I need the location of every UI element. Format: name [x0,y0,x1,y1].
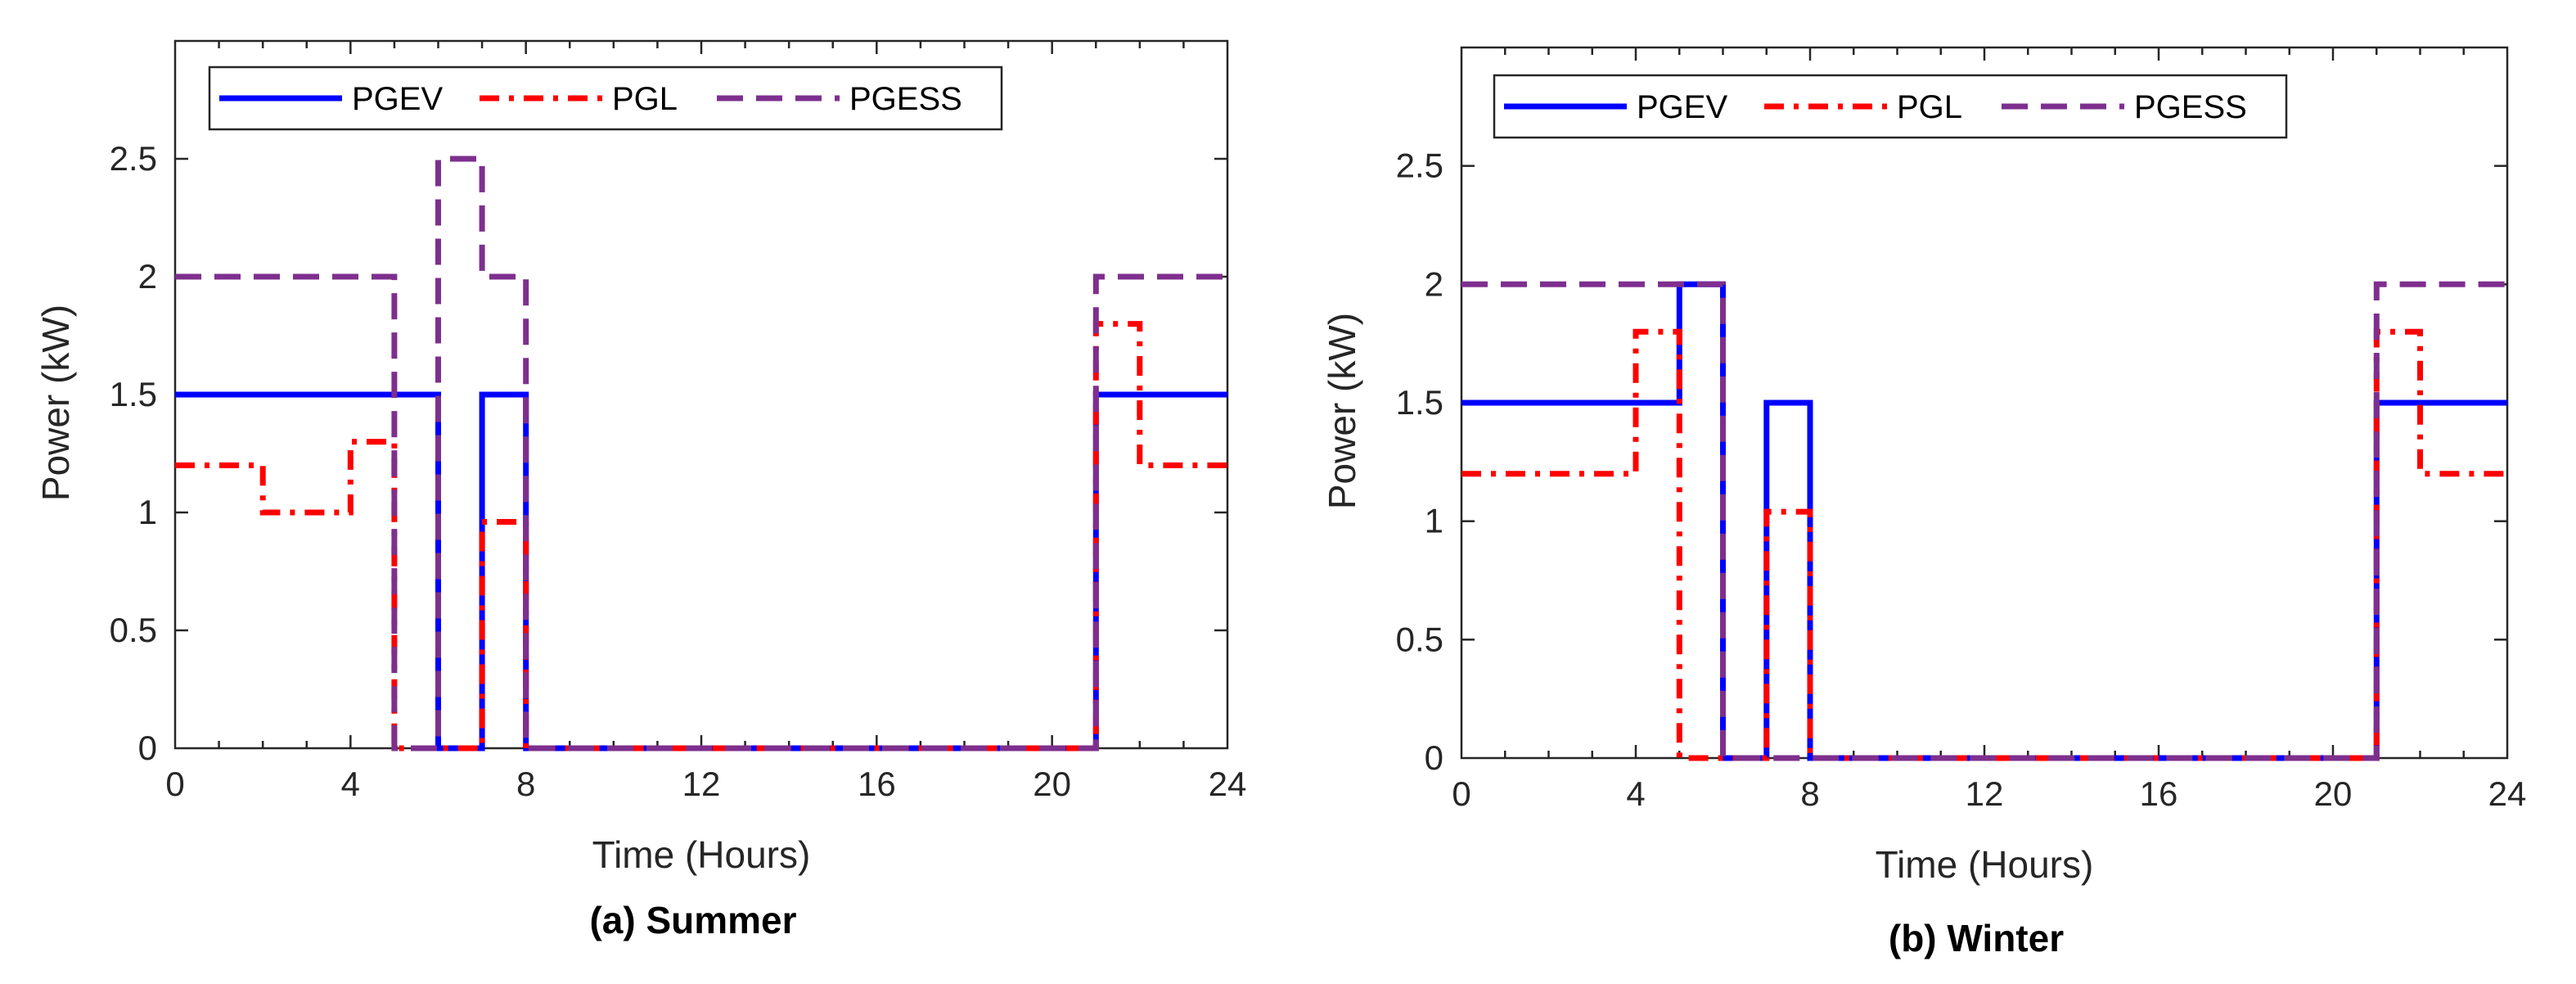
legend: PGEV PGL PGESS [1493,74,2288,139]
x-tick-label: 12 [682,765,721,803]
x-axis-title: Time (Hours) [1876,843,2094,886]
y-tick-label: 1.5 [110,375,157,413]
legend-label-pgess: PGESS [849,81,962,117]
y-tick-label: 2.5 [1396,147,1443,185]
panel-caption: (b) Winter [1889,917,2064,959]
y-tick-label: 0 [138,729,157,767]
legend-label-pgev: PGEV [352,81,443,117]
chart-panel-winter: 0 4 8 12 16 20 24 0 0.5 1 1.5 2 2.5 Time (Hours) Power… [1321,46,2527,959]
legend-label-pgl: PGL [1897,89,1962,125]
x-tick-label: 8 [516,765,535,803]
legend-label-pgev: PGEV [1637,89,1727,125]
x-tick-label: 20 [1033,765,1071,803]
y-axis-title: Power (kW) [34,305,77,501]
x-tick-label: 4 [1626,774,1645,813]
legend-label-pgess: PGESS [2134,89,2247,125]
legend-label-pgl: PGL [612,81,678,117]
y-tick-label: 2 [138,257,157,296]
x-tick-label: 0 [165,765,184,803]
legend: PGEV PGL PGESS [208,65,1003,131]
x-tick-label: 16 [2140,774,2178,813]
x-tick-label: 24 [2488,774,2527,813]
series-line-pgl [175,321,1227,752]
x-tick-label: 16 [858,765,896,803]
y-tick-label: 1 [138,493,157,531]
y-tick-label: 0.5 [1396,620,1443,658]
x-tick-label: 20 [2314,774,2353,813]
x-tick-label: 4 [341,765,360,803]
series-line-pgess [1461,281,2507,761]
y-tick-label: 2.5 [110,139,157,178]
series-line-pgess [175,156,1227,752]
chart-panel-summer: 0 4 8 12 16 20 24 0 0.5 1 1.5 2 2.5 Time (Hours) Power… [34,39,1247,941]
series-line-pgl [1461,328,2507,761]
x-tick-label: 12 [1966,774,2004,813]
y-tick-label: 1 [1425,502,1443,540]
panel-caption: (a) Summer [589,899,796,941]
y-tick-label: 2 [1425,264,1443,303]
y-tick-label: 0 [1425,738,1443,777]
x-tick-label: 8 [1800,774,1819,813]
y-axis-title: Power (kW) [1321,313,1363,509]
x-axis-title: Time (Hours) [592,833,811,876]
x-tick-label: 24 [1209,765,1247,803]
x-tick-label: 0 [1452,774,1470,813]
y-tick-label: 0.5 [110,611,157,649]
y-tick-label: 1.5 [1396,383,1443,422]
